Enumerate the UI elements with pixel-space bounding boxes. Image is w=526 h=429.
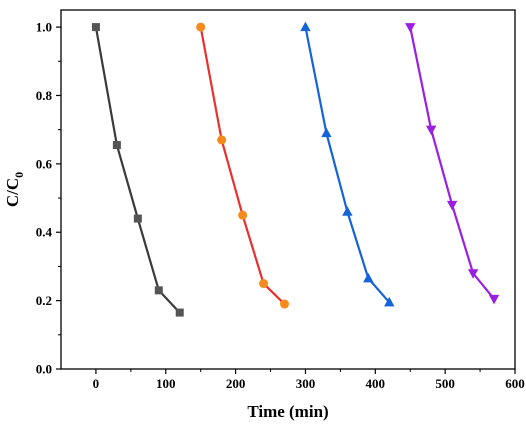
y-tick-label: 0.4 <box>36 225 53 240</box>
series-4 <box>405 23 500 305</box>
data-point <box>467 269 479 279</box>
x-tick-label: 600 <box>505 376 525 391</box>
y-tick-label: 1.0 <box>36 20 52 35</box>
data-point <box>425 125 437 136</box>
x-tick-label: 400 <box>366 376 386 391</box>
y-tick-label: 0.2 <box>36 293 52 308</box>
data-point <box>175 308 184 317</box>
series-line <box>199 26 286 305</box>
data-point <box>280 299 290 309</box>
x-tick-label: 0 <box>93 376 100 391</box>
y-tick-label: 0.8 <box>36 88 53 103</box>
series-layer <box>91 21 500 317</box>
series-line <box>94 26 181 314</box>
data-point <box>363 272 374 283</box>
data-point <box>259 279 269 289</box>
data-point <box>91 23 100 32</box>
data-point <box>154 286 163 295</box>
series-2 <box>196 22 290 309</box>
y-axis-title: C/C0 <box>3 172 26 207</box>
series-line <box>304 26 391 304</box>
data-point <box>112 141 121 150</box>
x-axis-title: Time (min) <box>247 402 328 421</box>
data-point <box>321 127 332 138</box>
series-1 <box>91 23 184 317</box>
data-point <box>342 206 353 216</box>
x-tick-label: 500 <box>435 376 455 391</box>
y-axis-title-main: C/C <box>3 178 22 207</box>
data-point <box>238 210 248 220</box>
data-point <box>405 23 416 33</box>
data-point <box>217 135 227 145</box>
data-point <box>446 200 458 211</box>
ticks-layer: 0 100 200 300 400 500 600 0.0 0.2 0.4 0.6 0.8 1.0 <box>36 20 525 391</box>
data-point <box>196 22 206 32</box>
x-tick-label: 200 <box>226 376 246 391</box>
y-tick-label: 0.6 <box>36 156 53 171</box>
y-tick-label: 0.0 <box>36 362 52 377</box>
data-point <box>384 296 395 307</box>
data-point <box>488 294 500 305</box>
series-line <box>409 26 495 300</box>
y-axis-title-subscript: 0 <box>12 172 26 178</box>
data-point <box>300 21 311 32</box>
data-point <box>133 214 142 223</box>
x-tick-label: 100 <box>156 376 176 391</box>
x-tick-label: 300 <box>296 376 316 391</box>
plot-frame <box>60 9 516 370</box>
series-3 <box>300 21 395 307</box>
